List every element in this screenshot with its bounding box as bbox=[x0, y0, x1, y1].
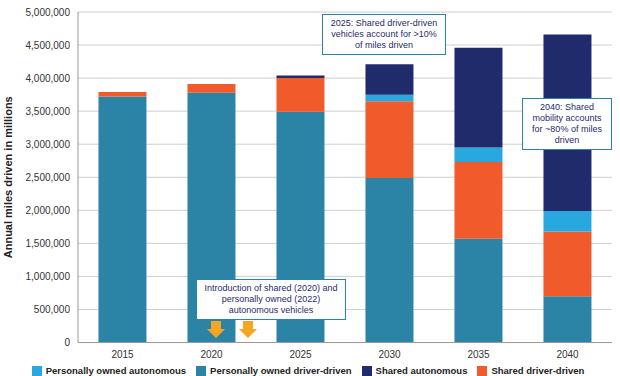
html-text:2025: Shared driver-driven veh: 2025: Shared driver-driven vehicles acco… bbox=[330, 18, 438, 50]
svg-text:2040: 2040 bbox=[556, 349, 579, 360]
svg-text:2,500,000: 2,500,000 bbox=[26, 172, 71, 183]
html-text:2040: Shared mobility accounts: 2040: Shared mobility accounts for ~80% … bbox=[532, 102, 602, 145]
html-text:Shared driver-driven: Shared driver-driven bbox=[491, 364, 585, 376]
svg-text:0: 0 bbox=[64, 337, 70, 348]
svg-text:2025: 2025 bbox=[289, 349, 312, 360]
svg-text:2,000,000: 2,000,000 bbox=[26, 205, 71, 216]
svg-text:4,000,000: 4,000,000 bbox=[26, 73, 71, 84]
html-text:Personally owned autonomous: Personally owned autonomous bbox=[45, 364, 187, 376]
svg-text:2020: 2020 bbox=[200, 349, 223, 360]
svg-text:500,000: 500,000 bbox=[34, 304, 71, 315]
svg-text:2015: 2015 bbox=[111, 349, 134, 360]
svg-text:2030: 2030 bbox=[378, 349, 401, 360]
svg-text:5,000,000: 5,000,000 bbox=[26, 7, 71, 18]
html-text:Shared autonomous: Shared autonomous bbox=[375, 364, 468, 376]
svg-text:3,000,000: 3,000,000 bbox=[26, 139, 71, 150]
svg-text:3,500,000: 3,500,000 bbox=[26, 106, 71, 117]
svg-text:4,500,000: 4,500,000 bbox=[26, 40, 71, 51]
svg-text:1,500,000: 1,500,000 bbox=[26, 238, 71, 249]
html-text:Personally owned driver-driven: Personally owned driver-driven bbox=[210, 364, 352, 376]
html-text:Introduction of shared (2020): Introduction of shared (2020) and person… bbox=[204, 283, 338, 315]
svg-text:2035: 2035 bbox=[467, 349, 490, 360]
svg-text:1,000,000: 1,000,000 bbox=[26, 271, 71, 282]
svg-text:Annual miles driven in million: Annual miles driven in millions bbox=[8, 96, 14, 258]
